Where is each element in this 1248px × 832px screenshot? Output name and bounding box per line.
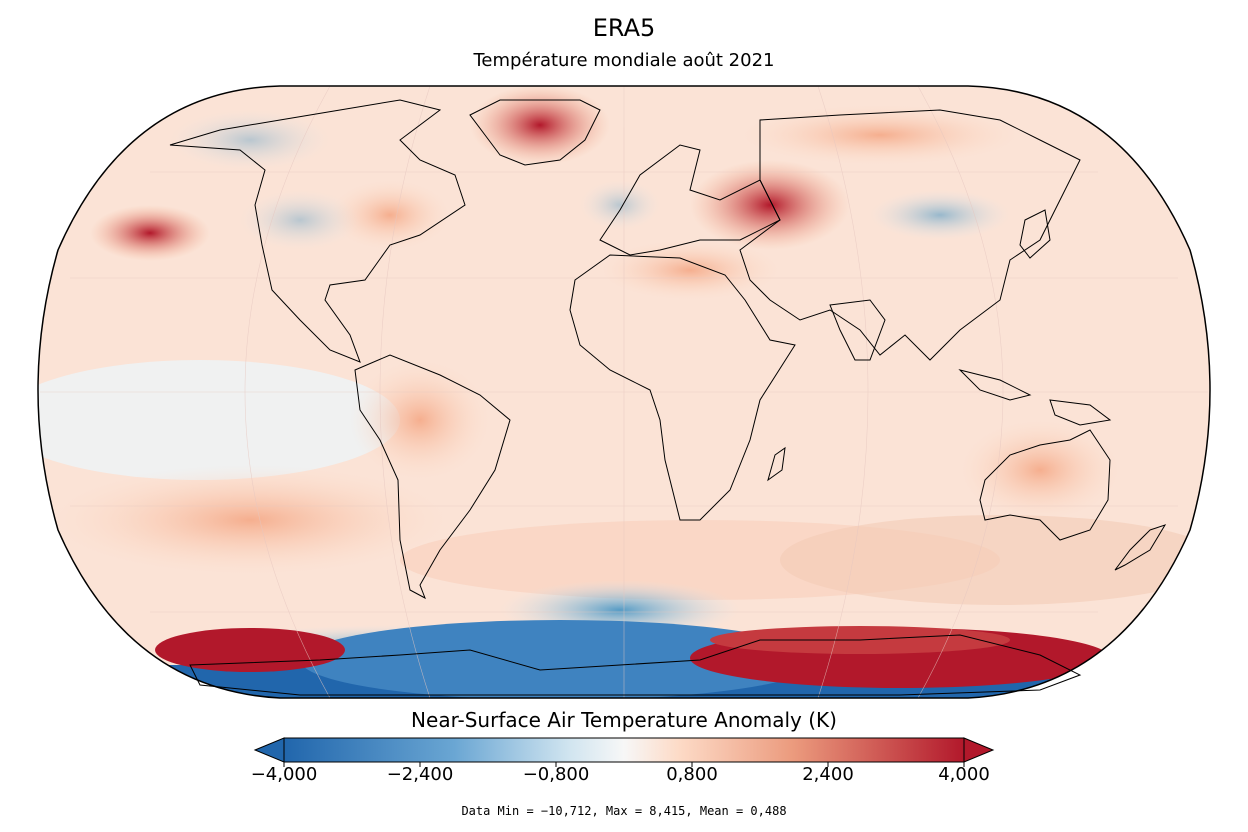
anomaly-map	[37, 85, 1211, 699]
colorbar-tick-label: −4,000	[250, 764, 318, 785]
colorbar-tick-label: 4,000	[938, 764, 990, 785]
map-subtitle: Température mondiale août 2021	[473, 50, 775, 71]
graticule	[40, 85, 1208, 699]
colorbar-tick-label: 2,400	[802, 764, 854, 785]
globe-outline	[37, 85, 1211, 699]
colorbar-tick-label: −0,800	[522, 764, 590, 785]
colorbar-title: Near-Surface Air Temperature Anomaly (K)	[411, 708, 837, 732]
colorbar-tick-label: 0,800	[666, 764, 718, 785]
colorbar-extend-high	[963, 737, 995, 763]
colorbar-tick-label: −2,400	[386, 764, 454, 785]
coastlines	[169, 99, 1167, 696]
colorbar-bar	[283, 737, 965, 763]
data-stats: Data Min = −10,712, Max = 8,415, Mean = …	[461, 804, 787, 818]
colorbar	[253, 737, 995, 767]
map-title: ERA5	[592, 14, 656, 42]
colorbar-extend-low	[253, 737, 285, 763]
